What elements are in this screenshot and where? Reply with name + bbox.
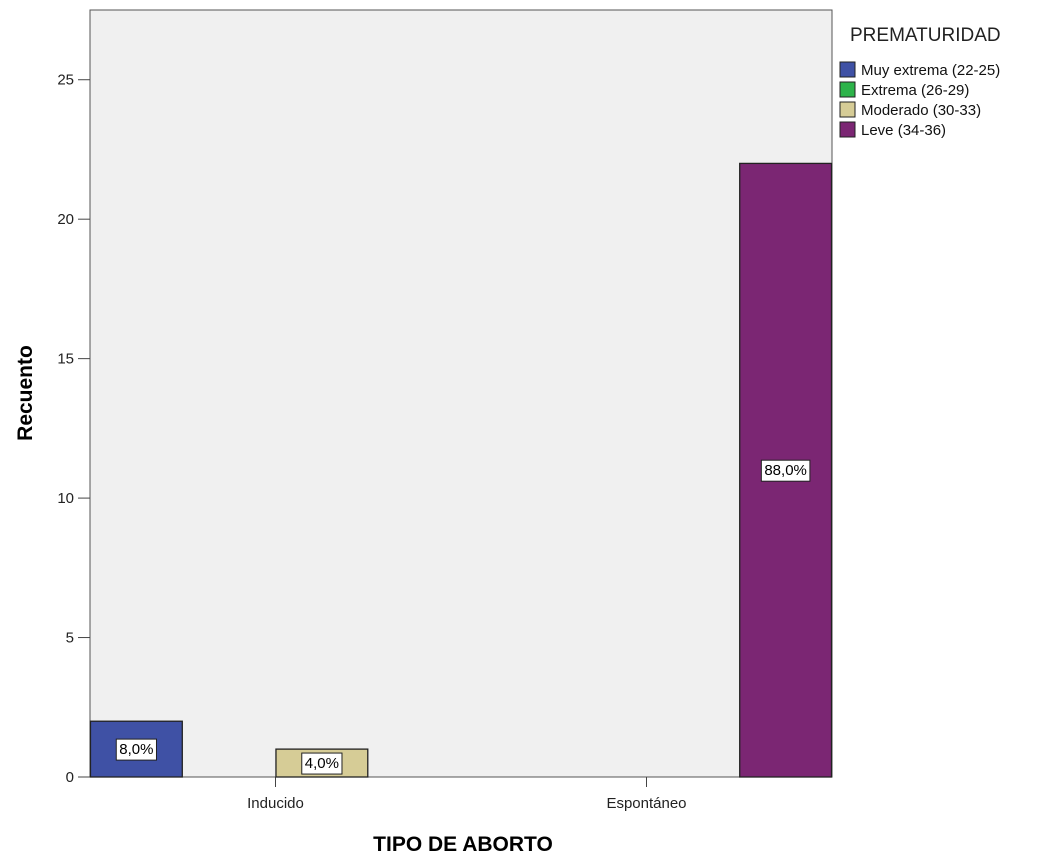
legend-title: PREMATURIDAD <box>850 25 1001 46</box>
legend-swatch <box>839 61 856 78</box>
plot-area <box>89 9 833 778</box>
legend-swatch <box>839 81 856 98</box>
data-label: 4,0% <box>301 752 343 775</box>
y-axis-title: Recuento <box>14 345 37 441</box>
data-label-box <box>115 738 157 761</box>
y-tick-label: 25 <box>57 72 74 89</box>
data-label: 8,0% <box>115 738 157 761</box>
data-labels-group: 8,0% 4,0% 88,0% <box>115 459 811 775</box>
y-tick-label: 15 <box>57 351 74 368</box>
legend-swatch <box>839 121 856 138</box>
x-tick-label: Inducido <box>247 795 304 812</box>
data-label-text: 8,0% <box>119 741 153 758</box>
legend-item-label: Muy extrema (22-25) <box>861 62 1000 79</box>
data-label-box <box>760 459 811 482</box>
x-axis-title: TIPO DE ABORTO <box>373 833 553 854</box>
y-tick-label: 20 <box>57 211 74 228</box>
y-tick-label: 10 <box>57 490 74 507</box>
data-label-box <box>301 752 343 775</box>
y-tick-label: 0 <box>66 769 74 786</box>
data-label-text: 88,0% <box>764 462 807 479</box>
x-tick-label: Espontáneo <box>606 795 686 812</box>
data-label: 88,0% <box>760 459 811 482</box>
y-axis: 0 5 10 15 20 25 <box>57 72 90 786</box>
legend: PREMATURIDAD Muy extrema (22-25) Extrema … <box>839 25 1001 139</box>
legend-swatch <box>839 101 856 118</box>
data-label-text: 4,0% <box>305 755 339 772</box>
legend-item-label: Extrema (26-29) <box>861 82 969 99</box>
legend-item-label: Leve (34-36) <box>861 122 946 139</box>
x-axis: Inducido Espontáneo <box>247 777 687 812</box>
legend-item-label: Moderado (30-33) <box>861 102 981 119</box>
y-tick-label: 5 <box>66 630 74 647</box>
